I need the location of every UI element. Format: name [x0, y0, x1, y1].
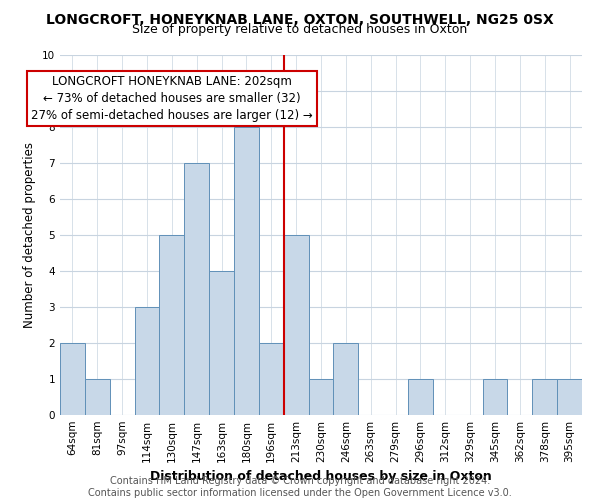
Y-axis label: Number of detached properties: Number of detached properties [23, 142, 37, 328]
Bar [60, 343, 85, 415]
Bar [85, 379, 110, 415]
Bar [259, 343, 284, 415]
Bar [482, 379, 508, 415]
X-axis label: Distribution of detached houses by size in Oxton: Distribution of detached houses by size … [150, 470, 492, 484]
Text: LONGCROFT, HONEYKNAB LANE, OXTON, SOUTHWELL, NG25 0SX: LONGCROFT, HONEYKNAB LANE, OXTON, SOUTHW… [46, 12, 554, 26]
Bar [209, 271, 234, 415]
Bar [284, 235, 308, 415]
Bar [184, 163, 209, 415]
Text: Contains HM Land Registry data © Crown copyright and database right 2024.
Contai: Contains HM Land Registry data © Crown c… [88, 476, 512, 498]
Text: LONGCROFT HONEYKNAB LANE: 202sqm
← 73% of detached houses are smaller (32)
27% o: LONGCROFT HONEYKNAB LANE: 202sqm ← 73% o… [31, 75, 313, 122]
Bar [408, 379, 433, 415]
Text: Size of property relative to detached houses in Oxton: Size of property relative to detached ho… [133, 22, 467, 36]
Bar [308, 379, 334, 415]
Bar [160, 235, 184, 415]
Bar [234, 127, 259, 415]
Bar [134, 307, 160, 415]
Bar [557, 379, 582, 415]
Bar [334, 343, 358, 415]
Bar [532, 379, 557, 415]
